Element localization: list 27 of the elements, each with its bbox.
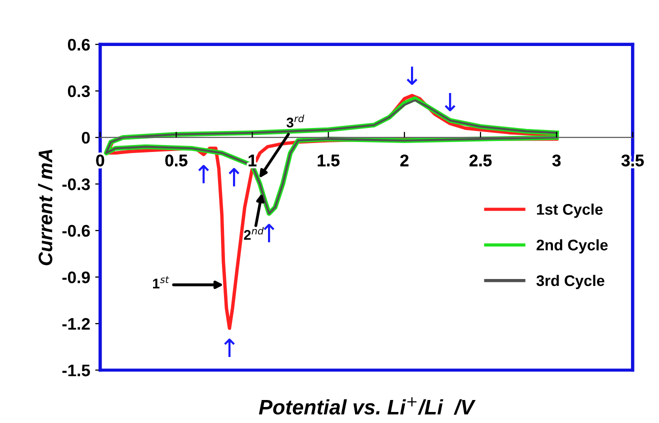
legend-label: 2nd Cycle bbox=[536, 239, 608, 254]
y-axis-title: Current / mA bbox=[38, 150, 53, 266]
annotation: ↓ bbox=[444, 92, 456, 112]
y-tick-label: 0 bbox=[82, 132, 90, 144]
x-tick-label: 0.5 bbox=[165, 154, 188, 166]
x-tick-label: 1.5 bbox=[318, 154, 340, 166]
y-tick-label: 0.6 bbox=[68, 38, 90, 51]
x-tick-label: 2.5 bbox=[470, 154, 492, 166]
x-tick-label: 3 bbox=[552, 154, 561, 166]
annotation: ↑ bbox=[228, 168, 240, 186]
annotation: ↑ bbox=[264, 224, 274, 242]
y-tick-label: -0.9 bbox=[62, 271, 90, 284]
annotation: 3$^{rd}$ bbox=[286, 114, 304, 128]
legend-label: 3rd Cycle bbox=[536, 274, 604, 290]
y-tick-label: -0.6 bbox=[62, 224, 90, 237]
y-tick-label: -1.5 bbox=[62, 364, 90, 376]
annotation: ↑ bbox=[224, 338, 235, 357]
annotation: 2$^{nd}$ bbox=[244, 227, 264, 240]
y-tick-label: 0.3 bbox=[68, 85, 90, 98]
x-tick-label: 2 bbox=[400, 154, 408, 166]
x-axis-title: Potential vs. Li$^{+}$/Li /V bbox=[258, 397, 476, 415]
annotation: ↑ bbox=[198, 164, 209, 184]
y-tick-label: -0.3 bbox=[62, 178, 90, 190]
annotation: ↓ bbox=[406, 66, 418, 85]
annotation: 1$^{st}$ bbox=[153, 276, 170, 288]
legend-label: 1st Cycle bbox=[537, 204, 603, 218]
y-tick-label: -1.2 bbox=[62, 318, 90, 330]
